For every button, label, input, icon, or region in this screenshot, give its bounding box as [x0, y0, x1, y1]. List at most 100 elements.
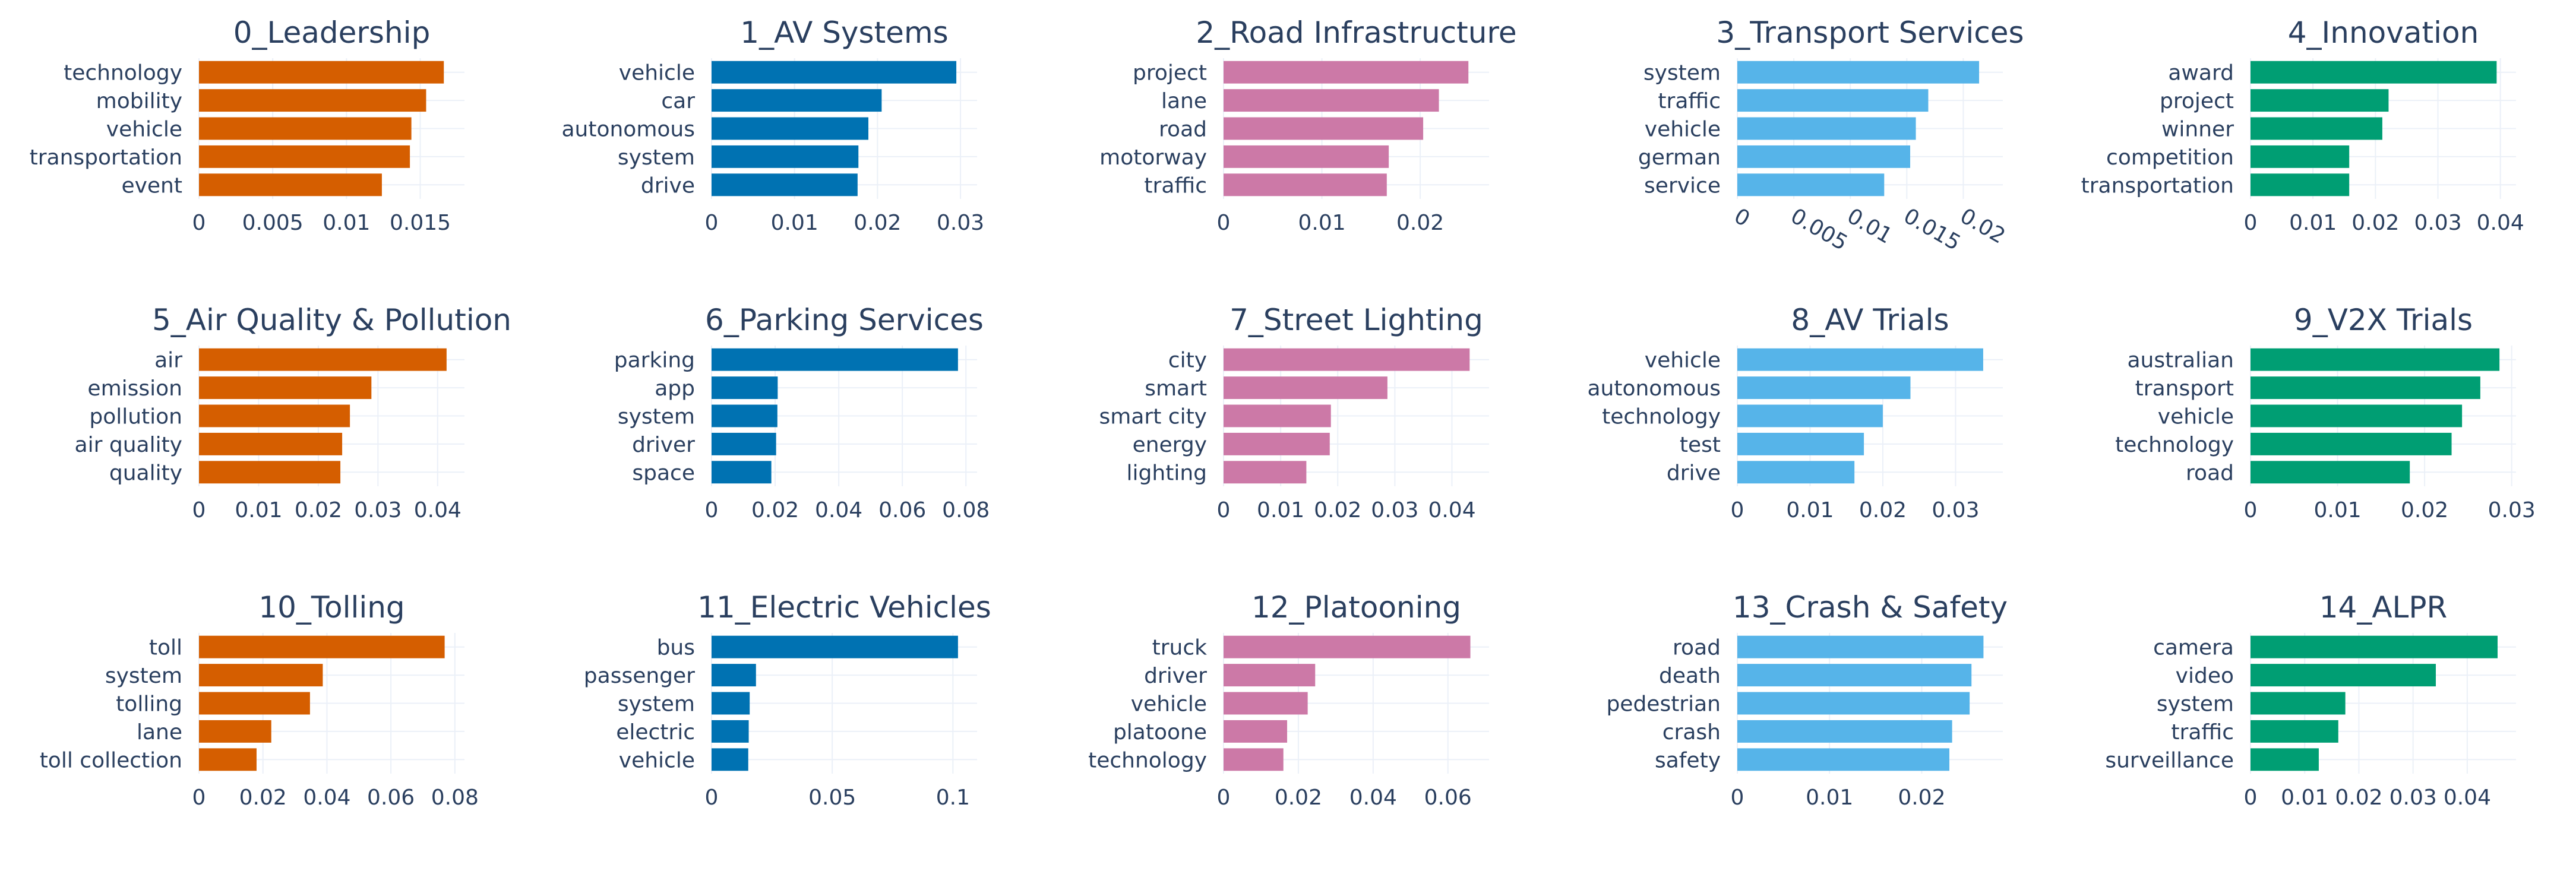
- chart-2-bar-0: [1224, 61, 1469, 84]
- chart-13-bar-2: [1737, 692, 1970, 715]
- chart-2-title: 2_Road Infrastructure: [1196, 15, 1516, 50]
- chart-7-category-label-0: city: [1168, 349, 1207, 373]
- chart-10-tick-label-2: 0.04: [303, 786, 350, 810]
- chart-5-category-label-4: quality: [109, 461, 182, 485]
- chart-5-bar-4: [199, 461, 341, 484]
- chart-11-bar-1: [712, 664, 756, 687]
- chart-3-bar-2: [1737, 117, 1916, 140]
- chart-9-title: 9_V2X Trials: [2294, 303, 2473, 337]
- chart-10-bar-4: [199, 748, 257, 771]
- chart-14-bar-1: [2251, 664, 2436, 687]
- chart-0-bar-4: [199, 173, 382, 197]
- chart-8-tick-label-0: 0: [1731, 498, 1744, 522]
- chart-11-title: 11_Electric Vehicles: [697, 590, 991, 625]
- chart-1-category-label-4: drive: [641, 173, 695, 198]
- chart-6-bar-1: [712, 376, 778, 400]
- chart-14-tick-label-1: 0.01: [2281, 786, 2328, 810]
- chart-4-bar-0: [2251, 61, 2497, 84]
- chart-12-bar-2: [1224, 692, 1308, 715]
- chart-0-category-label-1: mobility: [96, 89, 182, 113]
- chart-1-category-label-1: car: [661, 89, 695, 113]
- chart-12-category-label-4: technology: [1088, 748, 1207, 772]
- chart-11-category-label-0: bus: [657, 636, 695, 660]
- chart-6-tick-label-3: 0.06: [878, 498, 926, 522]
- chart-9-category-label-2: vehicle: [2158, 405, 2234, 429]
- chart-3-title: 3_Transport Services: [1716, 15, 2024, 50]
- chart-8-category-label-2: technology: [1602, 405, 1721, 429]
- chart-5-category-label-3: air quality: [75, 433, 182, 457]
- chart-6-tick-label-1: 0.02: [751, 498, 799, 522]
- chart-12-title: 12_Platooning: [1251, 590, 1461, 625]
- chart-8-tick-label-3: 0.03: [1932, 498, 1979, 522]
- chart-0-bar-3: [199, 145, 410, 168]
- chart-9-category-label-1: transport: [2135, 376, 2234, 401]
- chart-12-tick-label-0: 0: [1217, 786, 1231, 810]
- chart-1-title: 1_AV Systems: [740, 15, 948, 50]
- chart-10-category-label-1: system: [105, 664, 182, 688]
- chart-7-category-label-1: smart: [1145, 376, 1207, 401]
- chart-12-category-label-3: platoone: [1113, 720, 1207, 745]
- chart-1: 1_AV Systems vehicle car autonomous system dr…: [561, 15, 984, 235]
- chart-11-bar-3: [712, 720, 749, 743]
- chart-2-tick-label-0: 0: [1217, 211, 1231, 235]
- chart-12-tick-label-1: 0.02: [1275, 786, 1322, 810]
- chart-11-category-label-1: passenger: [584, 664, 695, 688]
- chart-8: 8_AV Trials vehicle autonomous technology te…: [1587, 303, 2003, 522]
- chart-3-bar-4: [1737, 173, 1885, 197]
- chart-4-tick-label-0: 0: [2244, 211, 2258, 235]
- chart-1-bar-1: [712, 89, 882, 112]
- chart-5-category-label-2: pollution: [89, 405, 182, 429]
- chart-14-tick-label-3: 0.03: [2389, 786, 2437, 810]
- chart-4-category-label-3: competition: [2106, 145, 2234, 170]
- chart-9-tick-label-2: 0.02: [2401, 498, 2448, 522]
- chart-8-bar-1: [1737, 376, 1911, 400]
- chart-12-category-label-1: driver: [1144, 664, 1207, 688]
- chart-12-tick-label-2: 0.04: [1349, 786, 1397, 810]
- chart-13-category-label-1: death: [1659, 664, 1721, 688]
- chart-10-category-label-0: toll: [149, 636, 182, 660]
- chart-7-bar-2: [1224, 404, 1331, 427]
- chart-6-category-label-4: space: [632, 461, 695, 485]
- chart-11-category-label-4: vehicle: [619, 748, 695, 772]
- chart-14-category-label-3: traffic: [2171, 720, 2234, 745]
- chart-13-category-label-3: crash: [1662, 720, 1721, 745]
- chart-3-category-label-4: service: [1644, 173, 1721, 198]
- chart-9-category-label-3: technology: [2115, 433, 2234, 457]
- chart-5-bar-1: [199, 376, 372, 400]
- chart-8-category-label-3: test: [1680, 433, 1721, 457]
- chart-3-tick-label-4: 0.02: [1956, 204, 2009, 249]
- chart-6-bar-4: [712, 461, 772, 484]
- chart-13-tick-label-0: 0: [1731, 786, 1744, 810]
- chart-7-bar-4: [1224, 461, 1307, 484]
- chart-10-title: 10_Tolling: [258, 590, 404, 625]
- chart-7-tick-label-1: 0.01: [1257, 498, 1304, 522]
- chart-1-tick-label-0: 0: [705, 211, 719, 235]
- chart-5-tick-label-1: 0.01: [235, 498, 282, 522]
- chart-5-title: 5_Air Quality & Pollution: [152, 303, 511, 337]
- chart-5-category-label-1: emission: [87, 376, 182, 401]
- chart-2-category-label-3: motorway: [1099, 145, 1207, 170]
- chart-3-category-label-2: vehicle: [1645, 118, 1721, 142]
- chart-4-tick-label-2: 0.02: [2351, 211, 2399, 235]
- chart-11-category-label-3: electric: [616, 720, 695, 745]
- chart-2-bar-2: [1224, 117, 1424, 140]
- chart-13-tick-label-2: 0.02: [1898, 786, 1945, 810]
- chart-12-bar-0: [1224, 635, 1471, 658]
- chart-0-category-label-4: event: [121, 173, 182, 198]
- chart-13-tick-label-1: 0.01: [1806, 786, 1853, 810]
- chart-10-bar-3: [199, 720, 271, 743]
- chart-2-tick-label-1: 0.01: [1298, 211, 1345, 235]
- chart-2-category-label-0: project: [1133, 61, 1207, 85]
- chart-4-tick-label-3: 0.03: [2414, 211, 2461, 235]
- chart-3-category-label-1: traffic: [1658, 89, 1721, 113]
- chart-2-bar-3: [1224, 145, 1389, 168]
- chart-8-title: 8_AV Trials: [1791, 303, 1949, 337]
- chart-3-tick-label-3: 0.015: [1899, 204, 1965, 255]
- chart-2-bar-4: [1224, 173, 1387, 197]
- chart-0-tick-label-3: 0.015: [390, 211, 451, 235]
- chart-3-category-label-0: system: [1643, 61, 1721, 85]
- chart-6-bar-0: [712, 348, 958, 371]
